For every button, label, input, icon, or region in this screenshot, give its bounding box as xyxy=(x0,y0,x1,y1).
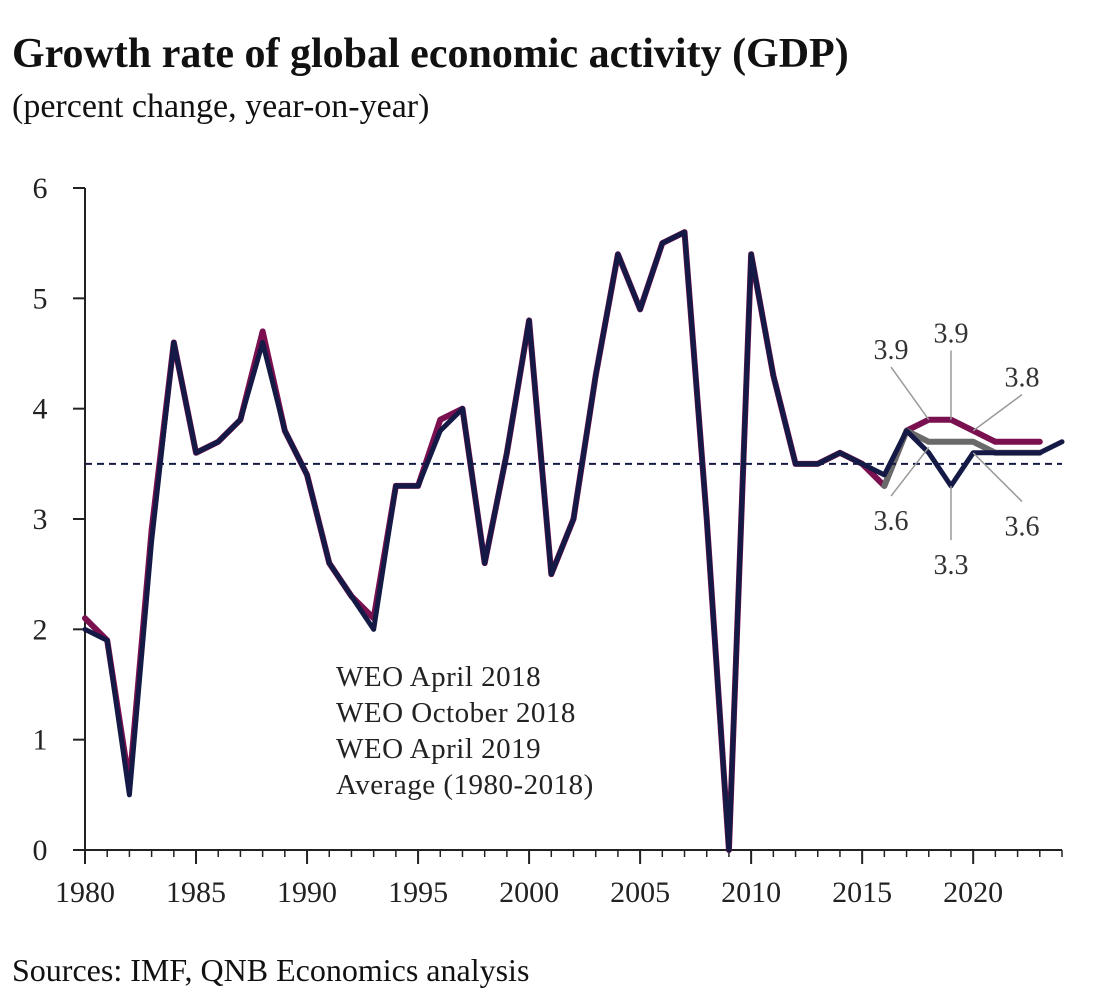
y-tick-label: 4 xyxy=(33,393,48,426)
y-tick-label: 3 xyxy=(33,503,48,536)
x-tick-label: 2005 xyxy=(610,876,670,909)
chart-subtitle: (percent change, year-on-year) xyxy=(12,88,430,125)
legend-entry: Average (1980-2018) xyxy=(336,769,594,801)
x-tick-label: 1985 xyxy=(166,876,226,909)
x-tick-label: 1990 xyxy=(277,876,337,909)
x-tick-label: 2020 xyxy=(943,876,1003,909)
x-tick-label: 2010 xyxy=(721,876,781,909)
y-tick-label: 1 xyxy=(33,724,48,757)
annotation-leader xyxy=(890,446,930,497)
annotation-leader xyxy=(972,393,1023,432)
annotation-leader xyxy=(972,452,1023,503)
y-tick-label: 6 xyxy=(33,172,48,205)
series-line-weo-april-2019 xyxy=(82,229,1065,853)
legend-entry: WEO April 2019 xyxy=(336,733,541,765)
x-tick-label: 1995 xyxy=(388,876,448,909)
annotation-label: 3.9 xyxy=(874,335,909,366)
annotation-label: 3.6 xyxy=(1005,512,1040,543)
y-tick-label: 0 xyxy=(33,834,48,867)
x-tick-label: 2000 xyxy=(499,876,559,909)
annotation-label: 3.3 xyxy=(933,550,968,581)
x-tick-label: 1980 xyxy=(55,876,115,909)
y-tick-label: 5 xyxy=(33,282,48,315)
annotation-label: 3.9 xyxy=(933,318,968,349)
annotation-leader xyxy=(890,366,930,421)
y-tick-label: 2 xyxy=(33,613,48,646)
legend-entry: WEO April 2018 xyxy=(336,661,541,693)
annotation-label: 3.6 xyxy=(874,506,909,537)
legend-entry: WEO October 2018 xyxy=(336,697,576,729)
x-tick-label: 2015 xyxy=(832,876,892,909)
source-note: Sources: IMF, QNB Economics analysis xyxy=(12,952,530,988)
chart-title: Growth rate of global economic activity … xyxy=(12,31,849,77)
annotation-label: 3.8 xyxy=(1005,363,1040,394)
